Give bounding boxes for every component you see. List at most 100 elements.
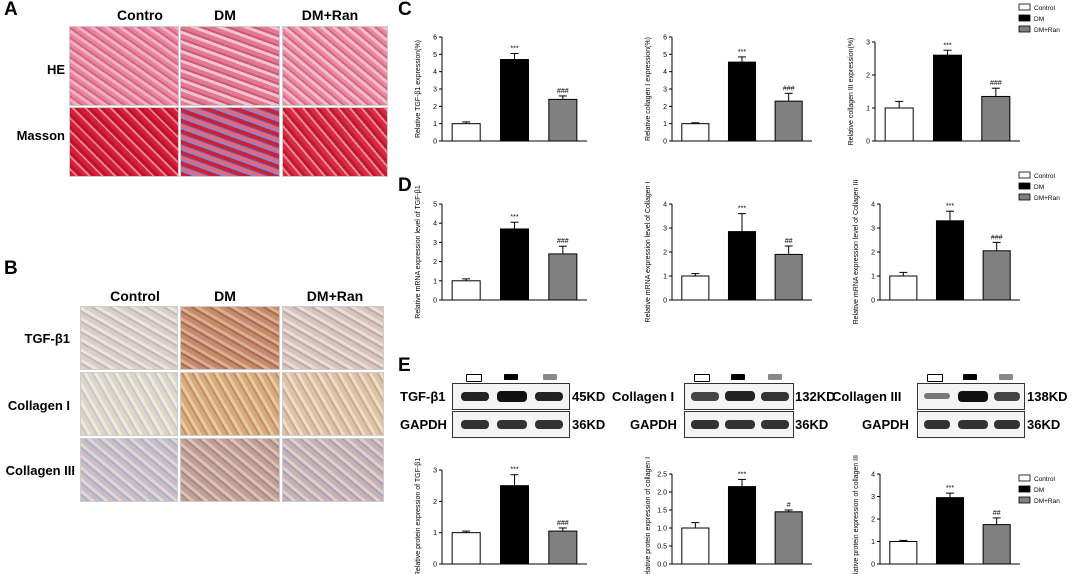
blot-tgf-ref (452, 411, 570, 438)
panel-b-col-dm: DM (214, 288, 236, 304)
ihc-col1-dm-image (180, 372, 280, 436)
he-control-image (69, 26, 179, 106)
y-tick-label: 3 (433, 240, 437, 247)
legend-e-items: Control DM DM+Ran (1018, 474, 1060, 505)
y-tick-label: 3 (663, 87, 667, 94)
bar (884, 107, 914, 142)
y-tick-label: 3 (663, 226, 667, 233)
legend-swatch (1018, 25, 1031, 33)
panel-letter-c: C (398, 0, 412, 20)
y-tick-label: 6 (433, 35, 437, 42)
y-tick-label: 0 (433, 139, 437, 146)
y-tick-label: 6 (663, 35, 667, 42)
ihc-tgf-dm-image (180, 306, 280, 370)
y-tick-label: 0 (433, 298, 437, 305)
significance-mark: *** (738, 49, 746, 56)
y-tick-label: 4 (433, 221, 437, 228)
y-tick-label: 2 (866, 73, 870, 80)
y-axis-label: Relative TGF-β1 expression(%) (415, 40, 422, 138)
y-tick-label: 4 (663, 202, 667, 209)
bar (548, 98, 578, 142)
masson-dm-image (180, 107, 280, 177)
legend-label: DM (1034, 16, 1044, 23)
bar (727, 61, 757, 142)
y-tick-label: 0.0 (657, 562, 667, 569)
bar (727, 231, 757, 301)
significance-mark: ### (990, 80, 1002, 87)
blot-col1-ref (684, 411, 794, 438)
bar (935, 497, 965, 565)
panel-a-row-he: HE (46, 62, 65, 77)
y-tick-label: 2 (663, 104, 667, 111)
legend-swatch (1018, 474, 1031, 482)
blot-tgf-target (452, 383, 570, 410)
chart-4: 0 1 2 3 4 Relative mRNA expression level of C… (645, 182, 812, 322)
y-tick-label: 5 (433, 202, 437, 209)
y-tick-label: 2 (433, 259, 437, 266)
bar (499, 485, 530, 565)
masson-dmran-image (282, 107, 388, 177)
panel-a-row-masson: Masson (16, 128, 65, 143)
bar (981, 95, 1011, 142)
bar (499, 228, 530, 301)
ihc-col3-dmran-image (282, 438, 384, 502)
blot-col3-target (917, 383, 1025, 410)
legend-swatch (1018, 171, 1031, 179)
significance-mark: # (787, 502, 791, 509)
blot-tgf-ref-kd: 36KD (572, 417, 606, 432)
significance-mark: *** (946, 485, 954, 492)
legend-swatch (1018, 496, 1031, 504)
blot-col3-ref-kd: 36KD (1027, 417, 1061, 432)
masson-control-image (69, 107, 179, 177)
blot-tgf-ref-label: GAPDH (400, 417, 447, 432)
ihc-col3-dm-image (180, 438, 280, 502)
significance-mark: *** (510, 214, 518, 221)
panel-letter-e: E (398, 355, 411, 376)
significance-mark: *** (510, 467, 518, 474)
y-tick-label: 0 (871, 562, 875, 569)
y-tick-label: 2 (871, 250, 875, 257)
he-dm-image (180, 26, 280, 106)
y-tick-label: 3 (871, 494, 875, 501)
significance-mark: ## (785, 238, 793, 245)
bar (932, 54, 963, 142)
ihc-col1-control-image (80, 372, 178, 436)
significance-mark: *** (738, 206, 746, 213)
panel-b-col-dmran: DM+Ran (306, 288, 364, 304)
blot-col3-ref (917, 411, 1025, 438)
y-axis-label: Relative protein expression of collagen … (645, 457, 652, 574)
bar (982, 250, 1011, 301)
y-tick-label: 1 (663, 121, 667, 128)
legend-swatch (1018, 3, 1031, 11)
significance-mark: ### (557, 88, 569, 95)
blot-col1-ref-kd: 36KD (795, 417, 829, 432)
ihc-col1-dmran-image (282, 372, 384, 436)
legend-swatch (1018, 485, 1031, 493)
y-tick-label: 3 (433, 87, 437, 94)
bar (451, 532, 481, 565)
y-tick-label: 1.5 (657, 508, 667, 515)
panel-a-col-dm: DM (214, 7, 236, 23)
ihc-tgf-dmran-image (282, 306, 384, 370)
chart-3: 0 1 2 3 4 5 Relative mRNA expression level of … (415, 185, 587, 319)
significance-mark: *** (738, 471, 746, 478)
y-tick-label: 4 (871, 472, 875, 479)
chart-5: 0 1 2 3 4 Relative mRNA expression level of C… (853, 180, 1020, 324)
bar (727, 486, 757, 565)
bar (774, 253, 803, 301)
blot-col1-ref-label: GAPDH (630, 417, 677, 432)
legend-label: Control (1034, 5, 1056, 12)
y-axis-label: Relative collagen III expression(%) (848, 38, 855, 146)
legend-c-items: Control DM DM+Ran (1018, 3, 1060, 34)
bar (548, 530, 578, 565)
blot-col3-label: Collagen III (832, 389, 902, 404)
bar (889, 275, 918, 301)
blot-col1-target (684, 383, 794, 410)
legend-d-items: Control DM DM+Ran (1018, 171, 1060, 202)
bar (681, 527, 710, 565)
blot-tgf-label: TGF-β1 (400, 389, 446, 404)
significance-mark: *** (946, 203, 954, 210)
y-tick-label: 1 (433, 278, 437, 285)
chart-6: 0 1 2 3 Relative protein expression of TGF-β… (415, 458, 587, 574)
bar (451, 280, 481, 301)
